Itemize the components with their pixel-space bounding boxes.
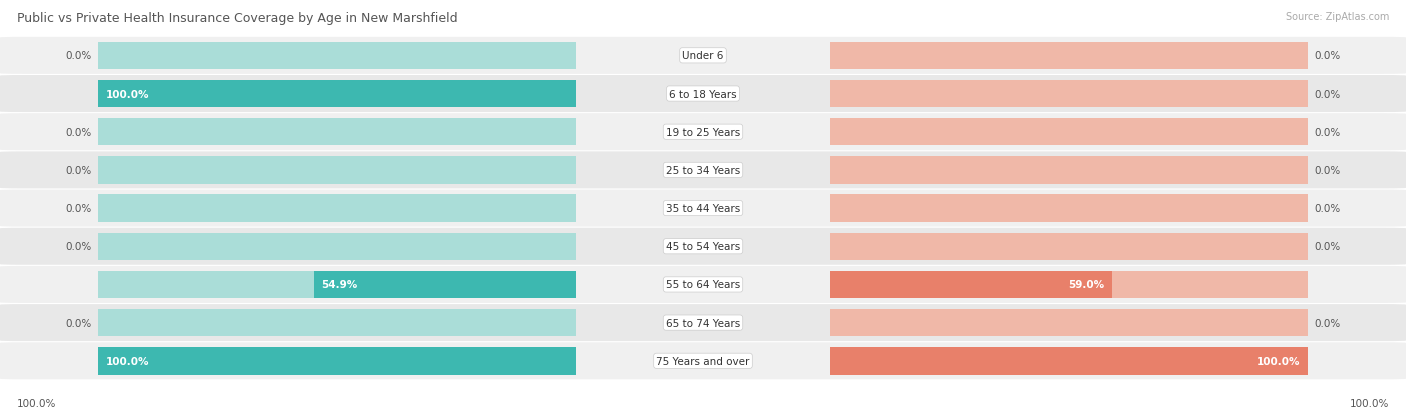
Bar	[98, 347, 576, 375]
Text: 19 to 25 Years: 19 to 25 Years	[666, 127, 740, 138]
Text: 0.0%: 0.0%	[65, 204, 91, 214]
Text: Public vs Private Health Insurance Coverage by Age in New Marshfield: Public vs Private Health Insurance Cover…	[17, 12, 457, 25]
FancyBboxPatch shape	[0, 304, 1406, 341]
Text: 0.0%: 0.0%	[1315, 166, 1341, 176]
Text: 100.0%: 100.0%	[105, 89, 149, 99]
Text: 100.0%: 100.0%	[105, 356, 149, 366]
Text: 0.0%: 0.0%	[65, 242, 91, 252]
FancyBboxPatch shape	[0, 228, 1406, 265]
FancyBboxPatch shape	[0, 266, 1406, 303]
Bar	[98, 119, 576, 146]
Text: 0.0%: 0.0%	[1315, 242, 1341, 252]
Text: Source: ZipAtlas.com: Source: ZipAtlas.com	[1285, 12, 1389, 22]
Bar	[98, 347, 576, 375]
Bar	[830, 347, 1308, 375]
Bar	[98, 309, 576, 337]
Bar	[830, 233, 1308, 260]
FancyBboxPatch shape	[0, 114, 1406, 151]
FancyBboxPatch shape	[0, 342, 1406, 380]
Text: 0.0%: 0.0%	[1315, 204, 1341, 214]
Text: 100.0%: 100.0%	[17, 398, 56, 408]
Bar	[98, 157, 576, 184]
Text: 0.0%: 0.0%	[65, 318, 91, 328]
Text: 75 Years and over: 75 Years and over	[657, 356, 749, 366]
Legend: Public Insurance, Private Insurance: Public Insurance, Private Insurance	[583, 410, 823, 413]
Bar	[98, 271, 576, 299]
Bar	[830, 309, 1308, 337]
Bar	[830, 195, 1308, 222]
Bar	[98, 81, 576, 108]
Bar	[98, 233, 576, 260]
Text: 0.0%: 0.0%	[65, 127, 91, 138]
Text: 100.0%: 100.0%	[1350, 398, 1389, 408]
FancyBboxPatch shape	[0, 152, 1406, 189]
Text: 0.0%: 0.0%	[1315, 127, 1341, 138]
Bar	[830, 271, 1308, 299]
Bar	[830, 119, 1308, 146]
Bar	[314, 271, 576, 299]
Bar	[98, 81, 576, 108]
Bar	[830, 347, 1308, 375]
Text: 35 to 44 Years: 35 to 44 Years	[666, 204, 740, 214]
Bar	[830, 43, 1308, 70]
Text: 0.0%: 0.0%	[1315, 318, 1341, 328]
Bar	[830, 271, 1112, 299]
Text: 0.0%: 0.0%	[65, 166, 91, 176]
FancyBboxPatch shape	[0, 76, 1406, 113]
FancyBboxPatch shape	[0, 190, 1406, 227]
Text: 6 to 18 Years: 6 to 18 Years	[669, 89, 737, 99]
Text: 25 to 34 Years: 25 to 34 Years	[666, 166, 740, 176]
Bar	[830, 157, 1308, 184]
Bar	[98, 195, 576, 222]
Text: 100.0%: 100.0%	[1257, 356, 1301, 366]
Text: 54.9%: 54.9%	[321, 280, 357, 290]
Text: 65 to 74 Years: 65 to 74 Years	[666, 318, 740, 328]
Text: 0.0%: 0.0%	[1315, 89, 1341, 99]
Text: 0.0%: 0.0%	[1315, 51, 1341, 61]
Bar	[98, 43, 576, 70]
FancyBboxPatch shape	[0, 38, 1406, 75]
Text: 0.0%: 0.0%	[65, 51, 91, 61]
Text: 55 to 64 Years: 55 to 64 Years	[666, 280, 740, 290]
Bar	[830, 81, 1308, 108]
Text: 59.0%: 59.0%	[1069, 280, 1105, 290]
Text: Under 6: Under 6	[682, 51, 724, 61]
Text: 45 to 54 Years: 45 to 54 Years	[666, 242, 740, 252]
